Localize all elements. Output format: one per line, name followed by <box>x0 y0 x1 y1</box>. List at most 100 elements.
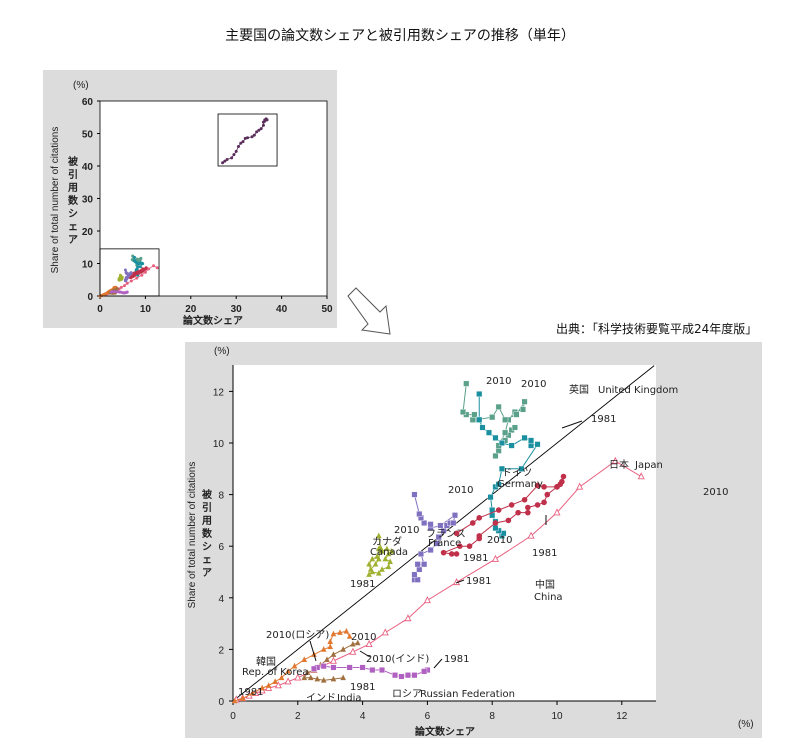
series-rep.-of-korea <box>231 628 353 704</box>
label-india-en: India <box>337 693 362 704</box>
overview-y-tick-label: 40 <box>82 162 94 173</box>
overview-point <box>243 136 247 140</box>
overview-point <box>236 145 240 148</box>
data-point <box>411 571 418 578</box>
overview-point <box>109 290 113 294</box>
overview-point <box>225 158 229 161</box>
overview-point <box>129 279 133 283</box>
label-india: インド <box>306 693 336 704</box>
label-india-2010: 2010(インド) <box>366 654 429 665</box>
overview-point <box>118 273 122 277</box>
series-line <box>441 476 564 555</box>
data-point <box>528 437 535 444</box>
data-point <box>272 678 278 684</box>
data-point <box>469 520 476 526</box>
data-point <box>421 561 428 568</box>
overview-point <box>221 161 225 165</box>
overview-x-tick-label: 50 <box>321 304 333 315</box>
data-point <box>448 551 455 557</box>
page-title: 主要国の論文数シェアと被引用数シェアの推移（単年） <box>225 28 575 44</box>
label-germany-1981: 1981 <box>532 548 557 559</box>
data-point <box>450 519 457 526</box>
data-point <box>294 673 302 681</box>
data-point <box>544 491 551 498</box>
detail-x-tick-label: 6 <box>425 711 431 722</box>
data-point <box>404 614 412 622</box>
overview-point <box>223 159 227 163</box>
overview-x-tick-label: 20 <box>185 304 197 315</box>
overview-point <box>265 118 269 122</box>
data-point <box>367 566 374 572</box>
overview-point <box>259 127 263 131</box>
data-point <box>469 416 476 423</box>
overview-y-tick-label: 60 <box>82 97 94 108</box>
overview-point <box>119 285 123 289</box>
overview-y-tick-label: 10 <box>82 260 94 271</box>
data-point <box>460 409 467 416</box>
data-point <box>521 434 528 441</box>
data-point <box>411 491 418 498</box>
arrow-russia-1981 <box>433 658 443 669</box>
data-point <box>421 519 428 526</box>
data-point <box>231 697 238 704</box>
overview-y-label-en: Share of total number of citations <box>50 127 61 274</box>
data-point <box>379 548 385 554</box>
arrow-france-1981 <box>455 579 465 584</box>
data-point <box>559 478 565 485</box>
data-point <box>513 411 520 418</box>
overview-point <box>125 281 129 285</box>
data-point <box>417 550 424 557</box>
data-point <box>511 424 518 431</box>
data-point <box>471 411 478 418</box>
data-point <box>534 441 541 448</box>
data-point <box>440 527 447 534</box>
data-point <box>320 677 327 683</box>
label-canada: カナダ <box>372 535 402 548</box>
overview-point <box>234 149 238 153</box>
annotations: 2010 2010 英国 United Kingdom 1981 ドイツ Ger… <box>238 376 728 704</box>
data-point <box>359 664 366 671</box>
data-point <box>541 484 547 490</box>
overview-point <box>255 130 259 134</box>
overview-point <box>114 290 118 294</box>
source-note: 出典：「科学技術要覧平成24年度版」 <box>556 322 758 336</box>
detail-x-label: 論文数シェア <box>415 725 475 738</box>
data-point <box>508 442 515 449</box>
label-china: 中国 <box>535 578 555 591</box>
data-point <box>285 668 291 674</box>
label-japan-2010: 2010 <box>487 535 512 546</box>
label-china-en: China <box>534 592 563 603</box>
data-point <box>637 472 645 480</box>
label-uk-1981: 1981 <box>591 414 616 425</box>
detail-y-tick-label: 6 <box>218 542 224 553</box>
data-point <box>502 429 509 436</box>
data-point <box>525 509 531 516</box>
overview-point <box>252 133 256 137</box>
data-point <box>387 558 393 564</box>
data-point <box>498 465 505 472</box>
overview-x-tick-label: 10 <box>140 304 152 315</box>
data-point <box>388 548 395 554</box>
arrow-uk-1981 <box>561 420 583 429</box>
overview-y-tick-label: 0 <box>87 292 93 303</box>
data-point <box>385 550 392 557</box>
detail-x-tick-label: 4 <box>360 711 366 722</box>
data-point <box>259 684 265 691</box>
overview-y-label-ja: 被引用数シェア <box>67 155 79 246</box>
series-united-kingdom <box>460 380 528 459</box>
data-point <box>350 640 356 647</box>
label-china-2010: 2010 <box>703 487 728 498</box>
overview-y-tick-label: 50 <box>82 130 94 141</box>
data-point <box>379 566 385 572</box>
data-point <box>330 675 337 682</box>
label-uk-2010a: 2010 <box>486 376 511 387</box>
data-point <box>492 434 499 441</box>
detail-y-tick-label: 8 <box>218 491 224 502</box>
overview-point <box>261 123 265 127</box>
label-germany: ドイツ <box>502 468 532 479</box>
overview-point <box>130 258 134 262</box>
data-point <box>466 543 473 549</box>
overview-point <box>124 270 128 274</box>
overview-point <box>132 272 136 276</box>
